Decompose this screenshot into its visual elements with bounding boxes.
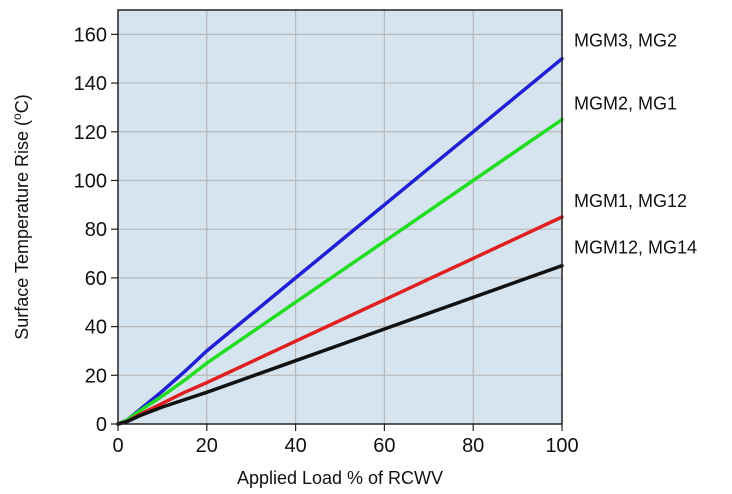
x-tick-label-0: 0 — [112, 435, 123, 457]
x-tick-label-100: 100 — [545, 435, 578, 457]
series-label-3: MGM12, MG14 — [574, 238, 697, 258]
plot-frame — [117, 9, 563, 425]
y-tick-label-100: 100 — [74, 170, 107, 192]
tick-labels: 0 20 40 60 80 100 0 20 40 60 80 100 120 140 160 — [74, 24, 579, 457]
series-label-0: MGM3, MG2 — [574, 31, 677, 51]
x-tick-label-40: 40 — [284, 435, 306, 457]
x-tick-label-20: 20 — [196, 435, 218, 457]
y-tick-label-60: 60 — [85, 268, 107, 290]
y-tick-label-140: 140 — [74, 73, 107, 95]
x-tick-label-80: 80 — [462, 435, 484, 457]
series-line-1 — [116, 117, 564, 426]
series-lines — [116, 56, 564, 426]
y-axis-title-unit: C) — [12, 94, 32, 113]
y-tick-label-160: 160 — [74, 24, 107, 46]
y-axis-title-degree: o — [10, 113, 24, 120]
grid-lines — [118, 10, 562, 424]
y-tick-label-120: 120 — [74, 122, 107, 144]
plot-area — [118, 10, 562, 424]
x-axis-title: Applied Load % of RCWV — [237, 468, 443, 488]
y-tick-label-40: 40 — [85, 317, 107, 339]
x-tick-label-60: 60 — [373, 435, 395, 457]
y-tick-label-0: 0 — [96, 414, 107, 436]
series-label-2: MGM1, MG12 — [574, 191, 687, 211]
series-labels: MGM3, MG2 MGM2, MG1 MGM1, MG12 MGM12, MG14 — [574, 31, 697, 258]
series-line-3 — [116, 263, 564, 426]
y-tick-label-20: 20 — [85, 365, 107, 387]
y-tick-label-80: 80 — [85, 219, 107, 241]
y-axis-title-main: Surface Temperature Rise ( — [12, 120, 32, 340]
series-label-1: MGM2, MG1 — [574, 94, 677, 114]
y-axis-title: Surface Temperature Rise (oC) — [10, 94, 32, 339]
